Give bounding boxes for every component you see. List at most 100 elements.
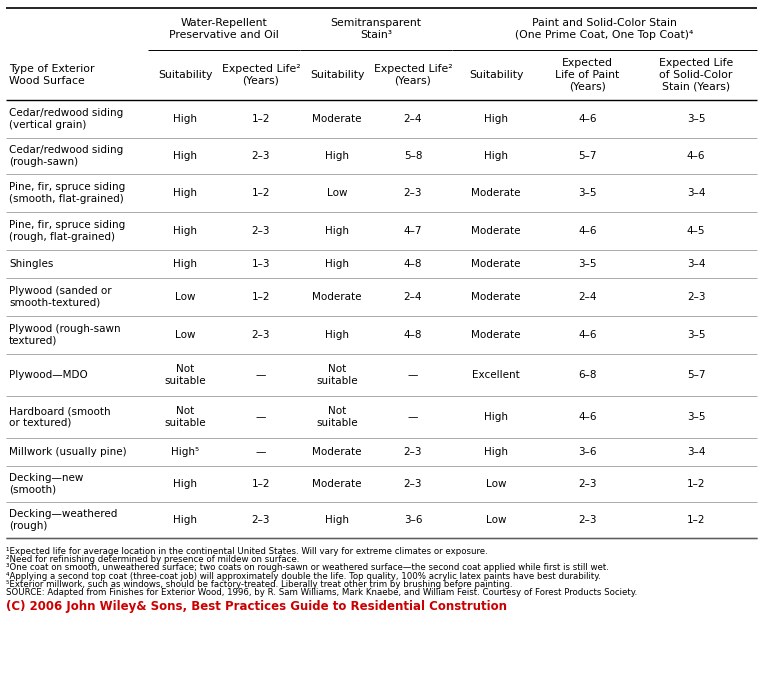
Text: 1–2: 1–2 [252, 188, 270, 198]
Text: 2–3: 2–3 [404, 479, 422, 489]
Text: 1–2: 1–2 [252, 292, 270, 302]
Text: Type of Exterior
Wood Surface: Type of Exterior Wood Surface [9, 64, 95, 86]
Text: High: High [484, 151, 508, 161]
Text: High: High [325, 226, 349, 236]
Text: 6–8: 6–8 [578, 370, 597, 380]
Text: ⁴Applying a second top coat (three-coat job) will approximately double the life.: ⁴Applying a second top coat (three-coat … [6, 572, 600, 581]
Text: High: High [484, 114, 508, 124]
Text: (C) 2006 John Wiley& Sons, Best Practices Guide to Residential Constrution: (C) 2006 John Wiley& Sons, Best Practice… [6, 600, 507, 613]
Text: High⁵: High⁵ [171, 447, 199, 457]
Text: Plywood (sanded or
smooth-textured): Plywood (sanded or smooth-textured) [9, 286, 111, 308]
Text: 4–7: 4–7 [404, 226, 422, 236]
Text: —: — [407, 412, 418, 422]
Text: 2–3: 2–3 [404, 447, 422, 457]
Text: High: High [173, 226, 197, 236]
Text: High: High [325, 151, 349, 161]
Text: Plywood (rough-sawn
textured): Plywood (rough-sawn textured) [9, 324, 121, 346]
Text: Semitransparent
Stain³: Semitransparent Stain³ [330, 18, 421, 40]
Text: Cedar/redwood siding
(vertical grain): Cedar/redwood siding (vertical grain) [9, 108, 124, 130]
Text: Expected Life²
(Years): Expected Life² (Years) [374, 64, 452, 86]
Text: Moderate: Moderate [312, 479, 362, 489]
Text: Suitability: Suitability [158, 70, 212, 80]
Text: Plywood—MDO: Plywood—MDO [9, 370, 88, 380]
Text: 4–8: 4–8 [404, 259, 422, 269]
Text: High: High [484, 447, 508, 457]
Text: Low: Low [175, 292, 195, 302]
Text: Not
suitable: Not suitable [316, 406, 358, 428]
Text: 4–6: 4–6 [687, 151, 705, 161]
Text: 2–3: 2–3 [252, 515, 270, 525]
Text: 2–3: 2–3 [578, 479, 597, 489]
Text: 4–6: 4–6 [578, 330, 597, 340]
Text: Moderate: Moderate [472, 188, 521, 198]
Text: Water-Repellent
Preservative and Oil: Water-Repellent Preservative and Oil [169, 18, 278, 40]
Text: 4–6: 4–6 [578, 412, 597, 422]
Text: Moderate: Moderate [312, 447, 362, 457]
Text: 5–8: 5–8 [404, 151, 422, 161]
Text: 3–5: 3–5 [578, 188, 597, 198]
Text: Paint and Solid-Color Stain
(One Prime Coat, One Top Coat)⁴: Paint and Solid-Color Stain (One Prime C… [515, 18, 694, 40]
Text: 5–7: 5–7 [578, 151, 597, 161]
Text: 3–5: 3–5 [687, 412, 705, 422]
Text: —: — [256, 412, 266, 422]
Text: Suitability: Suitability [468, 70, 523, 80]
Text: Expected Life
of Solid-Color
Stain (Years): Expected Life of Solid-Color Stain (Year… [659, 58, 733, 92]
Text: Decking—new
(smooth): Decking—new (smooth) [9, 473, 83, 495]
Text: Not
suitable: Not suitable [316, 364, 358, 386]
Text: 2–4: 2–4 [404, 292, 422, 302]
Text: Expected Life²
(Years): Expected Life² (Years) [222, 64, 301, 86]
Text: High: High [173, 188, 197, 198]
Text: ³One coat on smooth, unweathered surface; two coats on rough-sawn or weathered s: ³One coat on smooth, unweathered surface… [6, 564, 609, 573]
Text: Millwork (usually pine): Millwork (usually pine) [9, 447, 127, 457]
Text: 2–3: 2–3 [687, 292, 705, 302]
Text: 2–3: 2–3 [404, 188, 422, 198]
Text: ²Need for refinishing determined by presence of mildew on surface.: ²Need for refinishing determined by pres… [6, 555, 299, 564]
Text: 3–6: 3–6 [404, 515, 422, 525]
Text: Moderate: Moderate [472, 259, 521, 269]
Text: Moderate: Moderate [472, 226, 521, 236]
Text: Low: Low [175, 330, 195, 340]
Text: 2–3: 2–3 [252, 330, 270, 340]
Text: Low: Low [486, 479, 506, 489]
Text: 3–4: 3–4 [687, 447, 705, 457]
Text: Moderate: Moderate [312, 292, 362, 302]
Text: High: High [173, 515, 197, 525]
Text: High: High [173, 151, 197, 161]
Text: 1–2: 1–2 [687, 479, 705, 489]
Text: Low: Low [327, 188, 347, 198]
Text: Low: Low [486, 515, 506, 525]
Text: 4–6: 4–6 [578, 226, 597, 236]
Text: —: — [256, 370, 266, 380]
Text: High: High [325, 259, 349, 269]
Text: Moderate: Moderate [472, 330, 521, 340]
Text: Hardboard (smooth
or textured): Hardboard (smooth or textured) [9, 406, 111, 428]
Text: ¹Expected life for average location in the continental United States. Will vary : ¹Expected life for average location in t… [6, 547, 488, 556]
Text: Pine, fir, spruce siding
(smooth, flat-grained): Pine, fir, spruce siding (smooth, flat-g… [9, 182, 125, 204]
Text: 4–8: 4–8 [404, 330, 422, 340]
Text: High: High [325, 515, 349, 525]
Text: 2–4: 2–4 [404, 114, 422, 124]
Text: 2–3: 2–3 [252, 226, 270, 236]
Text: 1–2: 1–2 [252, 114, 270, 124]
Text: Decking—weathered
(rough): Decking—weathered (rough) [9, 509, 118, 531]
Text: 4–5: 4–5 [687, 226, 705, 236]
Text: 1–2: 1–2 [687, 515, 705, 525]
Text: 5–7: 5–7 [687, 370, 705, 380]
Text: 2–4: 2–4 [578, 292, 597, 302]
Text: 2–3: 2–3 [252, 151, 270, 161]
Text: High: High [173, 479, 197, 489]
Text: Pine, fir, spruce siding
(rough, flat-grained): Pine, fir, spruce siding (rough, flat-gr… [9, 220, 125, 242]
Text: 3–4: 3–4 [687, 259, 705, 269]
Text: 3–6: 3–6 [578, 447, 597, 457]
Text: High: High [173, 114, 197, 124]
Text: —: — [407, 370, 418, 380]
Text: High: High [325, 330, 349, 340]
Text: —: — [256, 447, 266, 457]
Text: Not
suitable: Not suitable [164, 406, 206, 428]
Text: Not
suitable: Not suitable [164, 364, 206, 386]
Text: Moderate: Moderate [472, 292, 521, 302]
Text: Suitability: Suitability [310, 70, 364, 80]
Text: 4–6: 4–6 [578, 114, 597, 124]
Text: Expected
Life of Paint
(Years): Expected Life of Paint (Years) [555, 58, 620, 92]
Text: ⁵Exterior millwork, such as windows, should be factory-treated. Liberally treat : ⁵Exterior millwork, such as windows, sho… [6, 580, 513, 589]
